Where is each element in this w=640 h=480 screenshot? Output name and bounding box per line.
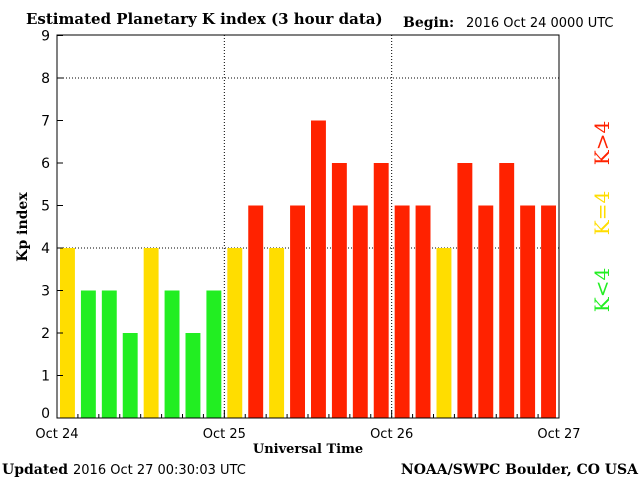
kp-bar xyxy=(269,248,285,418)
kp-bar xyxy=(520,205,536,418)
kp-bar xyxy=(248,205,264,418)
kp-bar xyxy=(373,163,389,418)
y-tick-label: 5 xyxy=(41,199,50,215)
kp-bar xyxy=(436,248,452,418)
kp-bar xyxy=(541,205,556,418)
kp-bar xyxy=(415,205,431,418)
kp-bar xyxy=(331,163,347,418)
kp-bar xyxy=(80,290,96,418)
kp-bar xyxy=(227,248,243,418)
source-credit: NOAA/SWPC Boulder, CO USA xyxy=(401,462,639,478)
updated-label: Updated xyxy=(2,462,68,478)
updated-value: 2016 Oct 27 00:30:03 UTC xyxy=(73,463,246,478)
x-tick-label: Oct 25 xyxy=(203,427,246,442)
kp-bar xyxy=(164,290,180,418)
chart-title: Estimated Planetary K index (3 hour data… xyxy=(26,10,383,28)
kp-bar xyxy=(499,163,515,418)
kp-bar xyxy=(457,163,473,418)
kp-bar xyxy=(206,290,222,418)
y-tick-label: 7 xyxy=(41,114,50,130)
kp-bar xyxy=(311,120,326,418)
y-tick-label: 0 xyxy=(41,406,50,422)
begin-label: Begin: xyxy=(403,15,454,31)
x-axis-label: Universal Time xyxy=(253,442,363,457)
kp-bar xyxy=(185,333,201,418)
kp-bar xyxy=(122,333,138,418)
legend-item: K=4 xyxy=(590,191,614,235)
y-tick-label: 4 xyxy=(41,241,50,257)
y-tick-label: 8 xyxy=(41,71,50,87)
y-tick-label: 9 xyxy=(41,29,50,45)
kp-bar xyxy=(394,205,410,418)
kp-bar xyxy=(143,248,159,418)
y-axis-label: Kp index xyxy=(15,192,31,262)
y-tick-label: 6 xyxy=(41,156,50,172)
kp-bar xyxy=(352,205,368,418)
y-tick-label: 2 xyxy=(41,326,50,342)
kp-bar xyxy=(60,248,75,418)
legend-item: K<4 xyxy=(590,268,614,312)
y-tick-label: 1 xyxy=(41,369,50,385)
x-tick-label: Oct 27 xyxy=(537,427,580,442)
kp-bar xyxy=(478,205,494,418)
kp-bar xyxy=(290,205,305,418)
x-tick-label: Oct 24 xyxy=(35,427,78,442)
kp-bar xyxy=(101,290,117,418)
y-tick-label: 3 xyxy=(41,284,50,300)
legend-item: K>4 xyxy=(590,121,614,165)
x-tick-label: Oct 26 xyxy=(370,427,413,442)
begin-value: 2016 Oct 24 0000 UTC xyxy=(466,16,614,31)
